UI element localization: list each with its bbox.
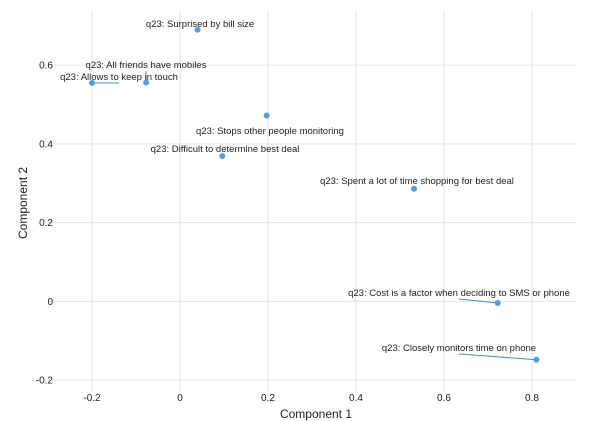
y-axis-title: Component 2	[16, 167, 30, 239]
point-label: q23: Spent a lot of time shopping for be…	[320, 176, 514, 187]
y-tick-label: 0.6	[39, 61, 53, 72]
leader-line	[458, 353, 537, 361]
y-tick-label: 0	[47, 297, 53, 308]
data-point	[533, 356, 540, 363]
x-tick-label: 0.2	[261, 393, 275, 404]
data-point	[219, 153, 226, 160]
x-tick-label: 0.6	[437, 393, 451, 404]
point-label: q23: Allows to keep in touch	[60, 72, 178, 83]
data-points	[89, 26, 540, 363]
y-tick-label: -0.2	[36, 376, 54, 387]
point-label: q23: Surprised by bill size	[146, 19, 254, 30]
data-point	[194, 26, 201, 33]
point-label: q23: All friends have mobiles	[86, 60, 207, 71]
x-gridlines	[91, 10, 533, 392]
y-gridlines	[48, 64, 576, 381]
data-point	[143, 79, 150, 86]
x-tick-label: 0.8	[525, 393, 539, 404]
y-tick-labels: -0.2 0 0.2 0.4 0.6	[36, 61, 54, 387]
data-point	[263, 112, 270, 119]
y-tick-label: 0.2	[39, 218, 53, 229]
x-tick-label: -0.2	[83, 393, 101, 404]
data-point	[411, 185, 418, 192]
point-label: q23: Stops other people monitoring	[196, 126, 344, 137]
point-label: q23: Difficult to determine best deal	[151, 144, 300, 155]
x-tick-labels: -0.2 0 0.2 0.4 0.6 0.8	[83, 393, 539, 404]
x-axis-title: Component 1	[280, 407, 352, 421]
point-label: q23: Cost is a factor when deciding to S…	[348, 288, 570, 299]
data-point	[494, 299, 501, 306]
label-leader-lines	[91, 70, 537, 361]
point-label: q23: Closely monitors time on phone	[382, 343, 536, 354]
x-tick-label: 0.4	[349, 393, 363, 404]
y-tick-label: 0.4	[39, 139, 53, 150]
x-tick-label: 0	[177, 393, 183, 404]
data-point	[89, 79, 95, 86]
leader-line	[458, 298, 498, 304]
point-labels: q23: Surprised by bill size q23: All frie…	[60, 19, 570, 354]
